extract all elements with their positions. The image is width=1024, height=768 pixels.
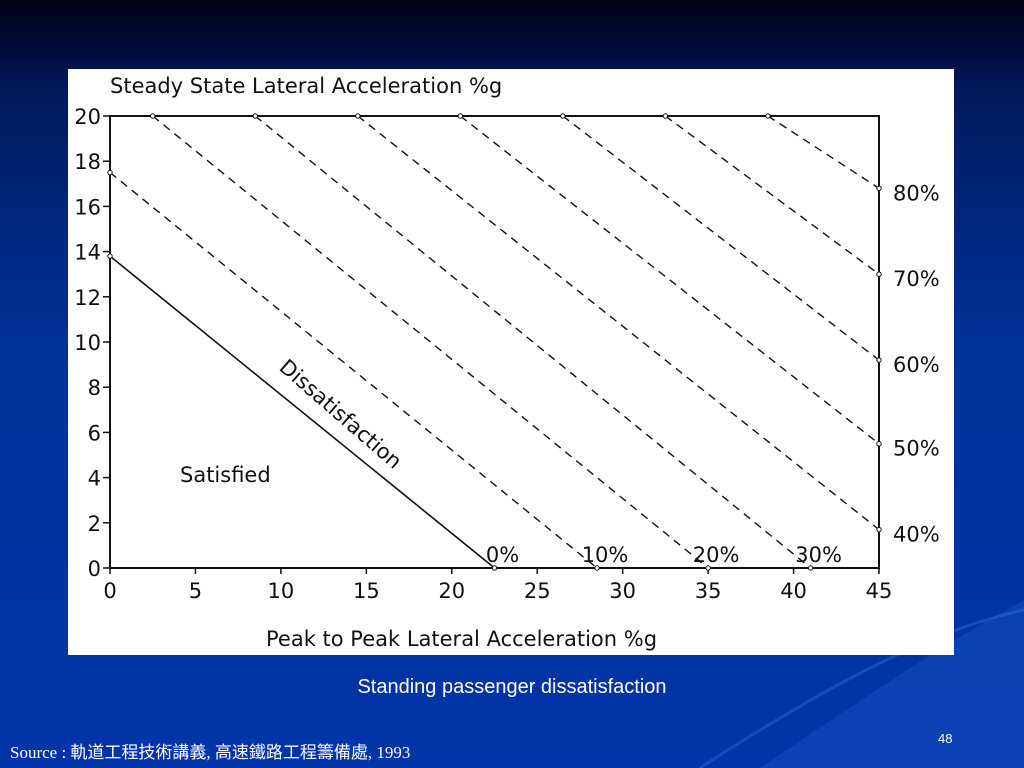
- x-tick-label: 15: [353, 579, 380, 603]
- chart-title: Steady State Lateral Acceleration %g: [110, 74, 502, 98]
- y-tick-label: 4: [88, 467, 101, 491]
- x-tick-label: 0: [103, 579, 116, 603]
- series-label: 0%: [486, 543, 519, 567]
- series-point: [876, 185, 882, 192]
- x-tick-label: 10: [268, 579, 295, 603]
- annotation-dissatisfaction: Dissatisfaction: [275, 355, 407, 474]
- series-label: 70%: [893, 267, 940, 291]
- y-tick-label: 16: [74, 195, 101, 219]
- series-point: [107, 169, 113, 176]
- plot-frame: [109, 115, 880, 569]
- series-point: [807, 565, 814, 571]
- y-tick-label: 14: [74, 241, 101, 265]
- x-axis-ticks: 0 5 10 15 20 25 30 35 40 45: [103, 568, 892, 603]
- x-tick-label: 40: [780, 579, 807, 603]
- y-tick-label: 2: [88, 512, 101, 536]
- series-line-80pct: [767, 115, 880, 189]
- lateral-acceleration-chart: Steady State Lateral Acceleration %g Pea…: [74, 74, 940, 651]
- series-point: [457, 113, 464, 119]
- series-point: [560, 113, 566, 119]
- y-tick-label: 20: [74, 105, 101, 129]
- x-tick-label: 35: [695, 579, 722, 603]
- series-line-30pct: [254, 115, 812, 569]
- series-point: [662, 113, 669, 119]
- series-point: [150, 113, 156, 119]
- y-tick-label: 12: [74, 286, 101, 310]
- series-label: 80%: [893, 181, 940, 205]
- series-point: [876, 441, 882, 447]
- series-line-70pct: [664, 115, 880, 275]
- series-line-20pct: [152, 115, 709, 569]
- y-tick-label: 0: [88, 557, 101, 581]
- x-tick-label: 45: [866, 579, 893, 603]
- source-citation: Source : 軌道工程技術講義, 高速鐵路工程籌備處, 1993: [10, 743, 411, 762]
- x-tick-label: 30: [609, 579, 636, 603]
- series-line-0pct: [109, 255, 496, 569]
- series-layer: [107, 113, 882, 571]
- series-label: 60%: [893, 353, 940, 377]
- y-tick-label: 6: [88, 421, 101, 445]
- series-labels: 0% 10% 20% 30% 40% 50% 60% 70% 80%: [486, 181, 940, 567]
- x-tick-label: 20: [438, 579, 465, 603]
- y-axis-ticks: 0 2 4 6 8 10 12 14 16 18 20: [74, 105, 110, 581]
- series-line-60pct: [562, 115, 880, 361]
- series-point: [876, 271, 882, 277]
- series-point: [876, 526, 882, 533]
- series-point: [765, 113, 771, 119]
- series-point: [491, 565, 498, 571]
- series-label: 40%: [893, 523, 940, 547]
- series-point: [252, 113, 258, 119]
- series-line-50pct: [459, 115, 880, 445]
- x-tick-label: 25: [524, 579, 551, 603]
- y-tick-label: 8: [88, 376, 101, 400]
- series-label: 10%: [582, 543, 629, 567]
- series-point: [107, 253, 113, 259]
- series-point: [355, 113, 361, 119]
- x-tick-label: 5: [189, 579, 202, 603]
- slide-caption: Standing passenger dissatisfaction: [357, 676, 667, 698]
- y-tick-label: 18: [74, 150, 101, 174]
- series-label: 50%: [893, 437, 940, 461]
- x-axis-label: Peak to Peak Lateral Acceleration %g: [266, 627, 657, 651]
- series-label: 20%: [693, 543, 740, 567]
- y-tick-label: 10: [74, 331, 101, 355]
- annotation-satisfied: Satisfied: [180, 463, 271, 487]
- series-point: [594, 565, 600, 571]
- series-line-40pct: [357, 115, 880, 531]
- series-point: [876, 357, 882, 363]
- series-point: [705, 565, 711, 571]
- series-label: 30%: [795, 543, 842, 567]
- page-number: 48: [938, 731, 953, 746]
- chart-panel: Steady State Lateral Acceleration %g Pea…: [68, 69, 954, 655]
- series-line-10pct: [109, 171, 598, 569]
